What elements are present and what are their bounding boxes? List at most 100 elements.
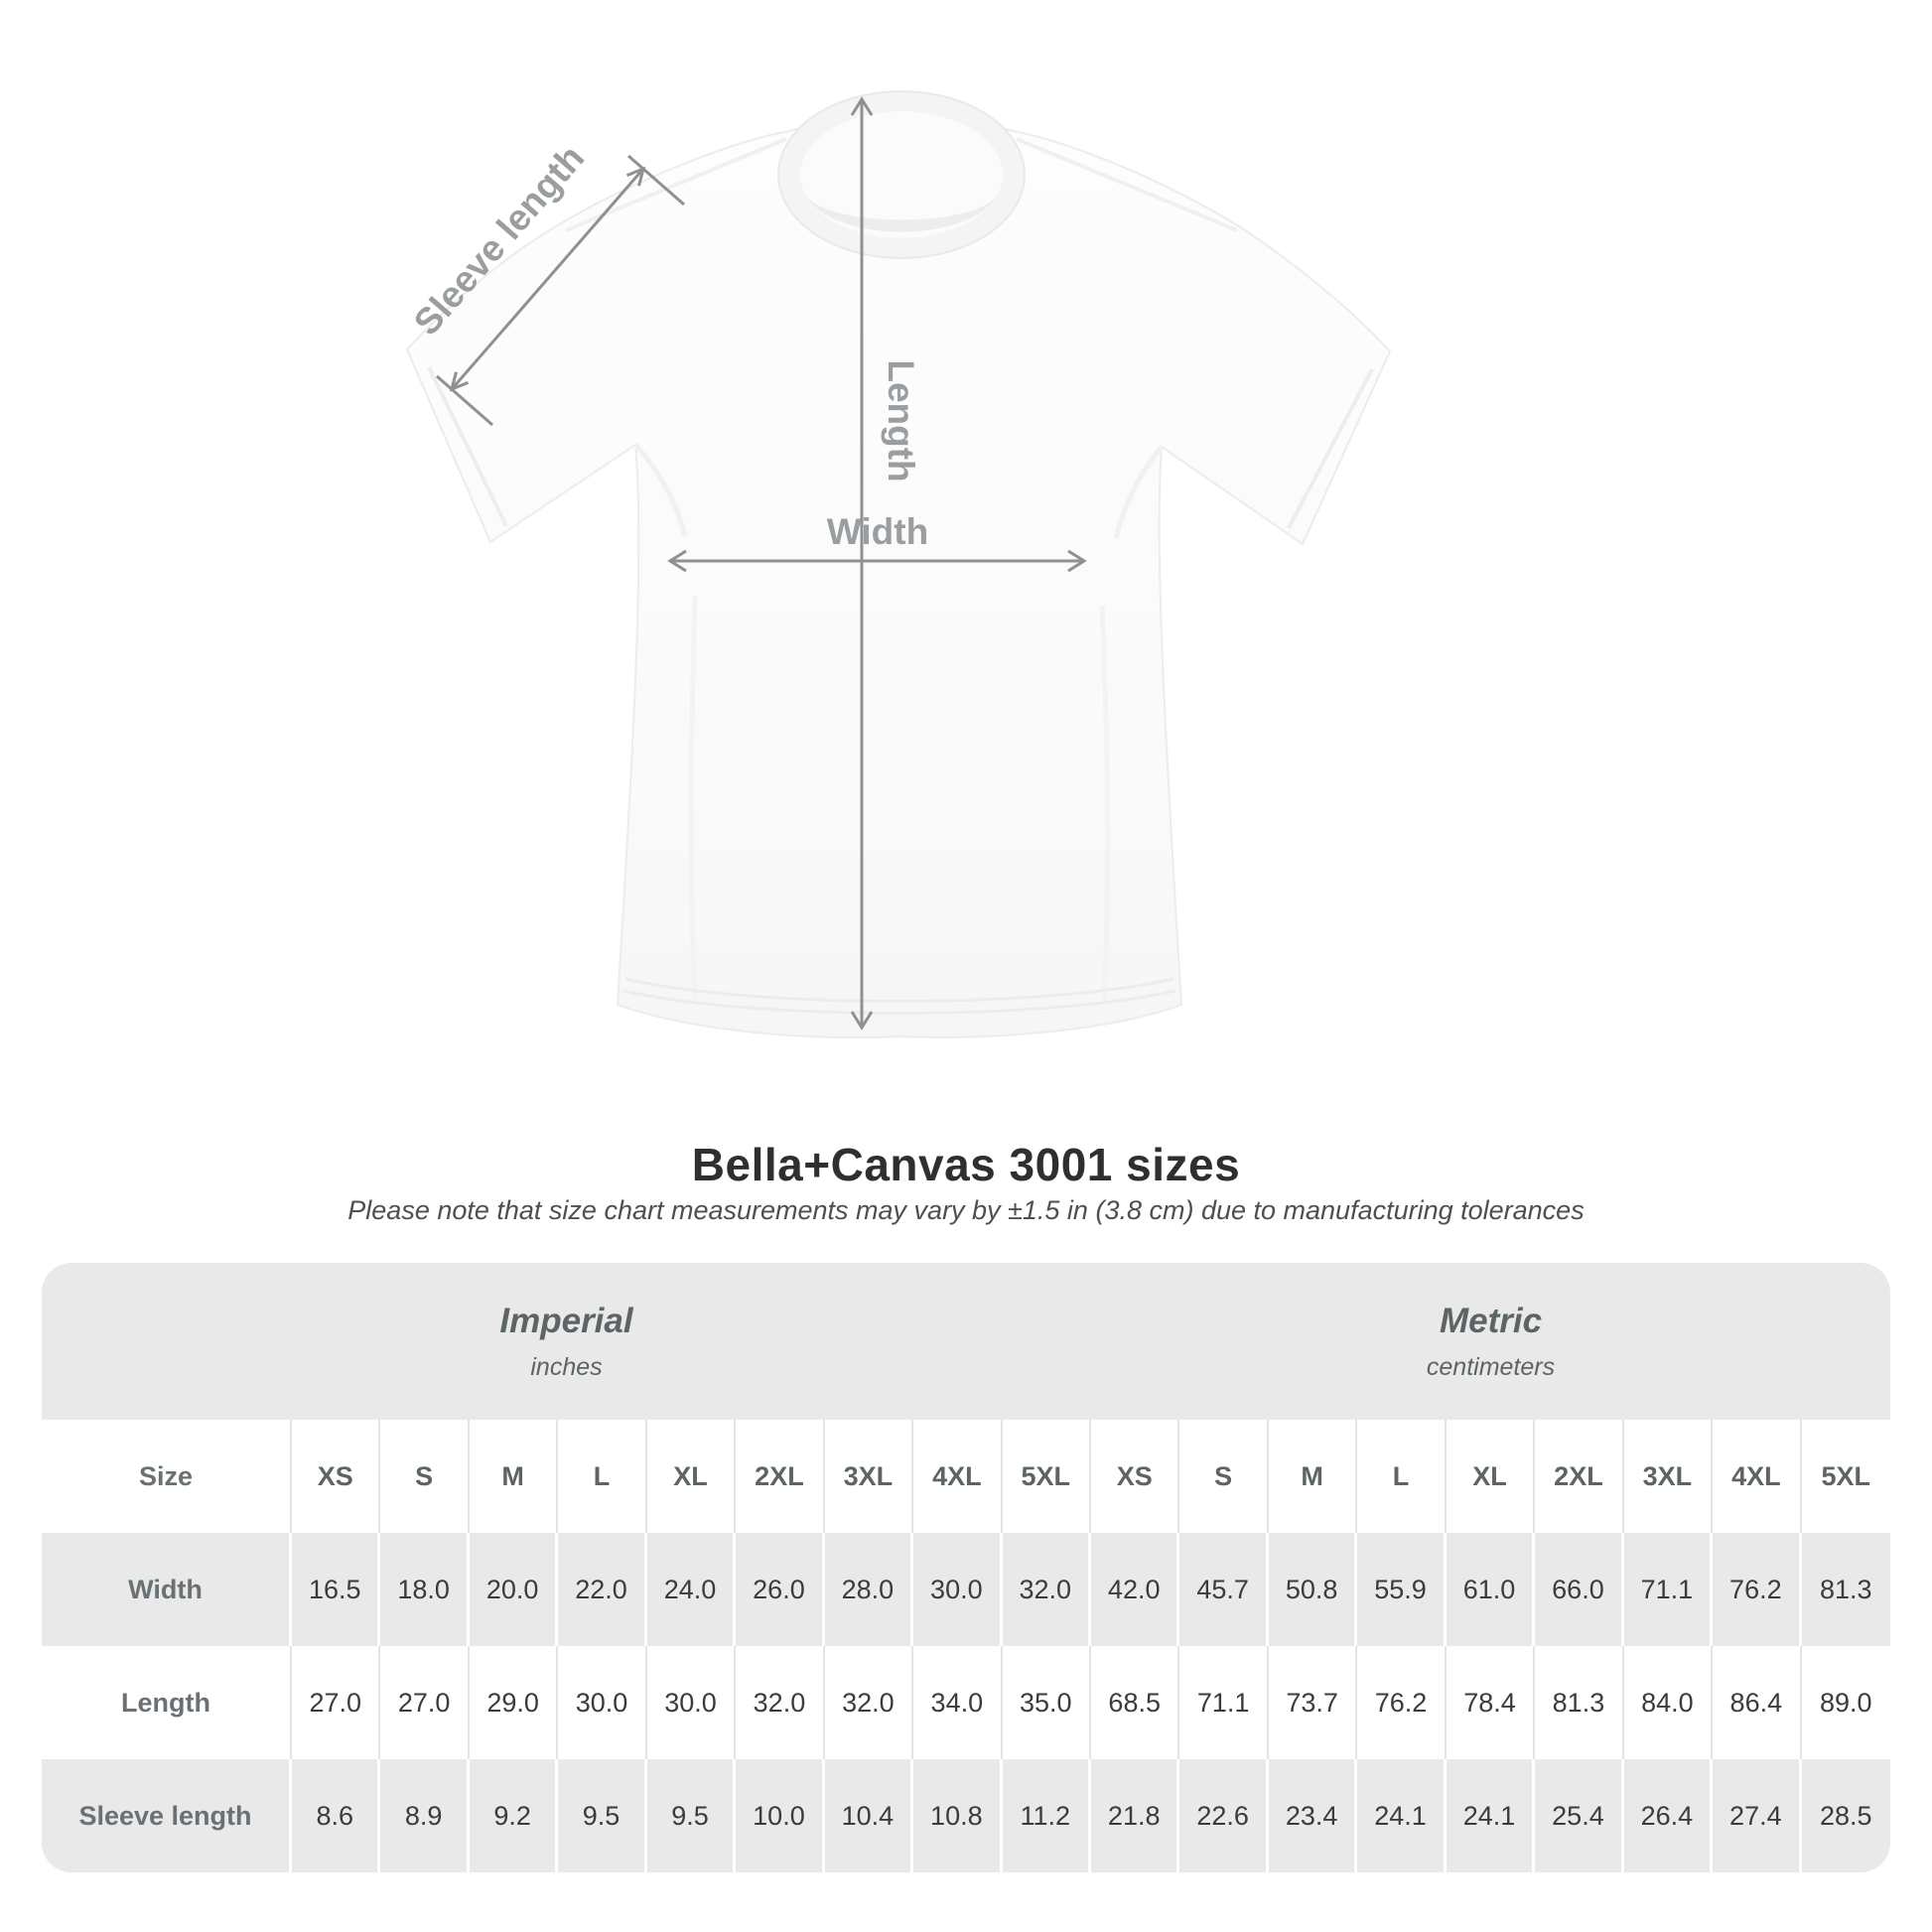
value-cell: 71.1	[1624, 1533, 1714, 1646]
size-column-header: 2XL	[736, 1420, 825, 1533]
width-label: Width	[827, 511, 928, 552]
value-cell: 84.0	[1624, 1646, 1714, 1759]
value-cell: 27.4	[1713, 1759, 1802, 1872]
value-cell: 32.0	[736, 1646, 825, 1759]
table-row: Length 27.0 27.0 29.0 30.0 30.0 32.0 32.0 34.0 35…	[42, 1646, 1890, 1759]
value-cell: 50.8	[1269, 1533, 1358, 1646]
value-cell: 24.1	[1357, 1759, 1447, 1872]
value-cell: 86.4	[1713, 1646, 1802, 1759]
value-cell: 27.0	[292, 1646, 381, 1759]
value-cell: 89.0	[1819, 1687, 1872, 1718]
size-column-header: 3XL	[1624, 1420, 1714, 1533]
size-column-header: XS	[292, 1420, 381, 1533]
value-cell: 10.4	[825, 1759, 914, 1872]
width-arrow	[667, 549, 1087, 573]
size-column-header: L	[1357, 1420, 1447, 1533]
size-column-header: XS	[1091, 1420, 1180, 1533]
size-column-header: 2XL	[1535, 1420, 1624, 1533]
tshirt-image	[405, 90, 1392, 1038]
value-cell: 18.0	[380, 1533, 470, 1646]
measurement-arrows	[436, 96, 1087, 1031]
page-title: Bella+Canvas 3001 sizes	[691, 1139, 1241, 1190]
value-cell: 32.0	[825, 1646, 914, 1759]
value-cell: 78.4	[1447, 1646, 1536, 1759]
value-cell: 11.2	[1003, 1759, 1091, 1872]
metric-header: Metric centimeters	[1091, 1263, 1890, 1420]
value-cell: 25.4	[1535, 1759, 1624, 1872]
value-cell: 9.5	[647, 1759, 737, 1872]
value-cell: 23.4	[1269, 1759, 1358, 1872]
value-cell: 24.1	[1447, 1759, 1536, 1872]
imperial-label: Imperial	[499, 1301, 633, 1340]
value-cell: 76.2	[1357, 1646, 1447, 1759]
metric-label: Metric	[1439, 1301, 1543, 1340]
value-cell: 24.0	[647, 1533, 737, 1646]
size-column-header: XL	[1447, 1420, 1536, 1533]
row-label: Sleeve length	[42, 1759, 292, 1872]
value-cell: 27.0	[380, 1646, 470, 1759]
value-cell: 30.0	[913, 1533, 1003, 1646]
size-column-header: 5XL	[1003, 1420, 1091, 1533]
size-column-header: S	[1179, 1420, 1269, 1533]
value-cell: 22.0	[558, 1533, 647, 1646]
size-column-header: M	[470, 1420, 559, 1533]
value-cell: 10.0	[736, 1759, 825, 1872]
value-cell: 16.5	[292, 1533, 381, 1646]
size-column-header: 4XL	[1713, 1420, 1802, 1533]
size-column-header: 4XL	[913, 1420, 1003, 1533]
value-cell: 42.0	[1091, 1533, 1180, 1646]
size-column-header: M	[1269, 1420, 1358, 1533]
value-cell: 26.4	[1624, 1759, 1714, 1872]
row-label: Size	[42, 1420, 292, 1533]
value-cell: 29.0	[470, 1646, 559, 1759]
size-column-header: 3XL	[825, 1420, 914, 1533]
value-cell: 68.5	[1091, 1646, 1180, 1759]
value-cell: 61.0	[1447, 1533, 1536, 1646]
tshirt-diagram: Sleeve length Length Width	[405, 90, 1392, 1038]
value-cell: 28.0	[825, 1533, 914, 1646]
value-cell: 28.5	[1819, 1800, 1872, 1831]
table-row: Sleeve length 8.6 8.9 9.2 9.5 9.5 10.0 10.4 10.8…	[42, 1759, 1890, 1872]
value-cell: 35.0	[1003, 1646, 1091, 1759]
value-cell: 26.0	[736, 1533, 825, 1646]
value-cell: 45.7	[1179, 1533, 1269, 1646]
size-column-header: L	[558, 1420, 647, 1533]
imperial-unit: inches	[530, 1352, 603, 1381]
value-cell: 20.0	[470, 1533, 559, 1646]
row-label: Width	[42, 1533, 292, 1646]
value-cell: 30.0	[647, 1646, 737, 1759]
table-row: Width 16.5 18.0 20.0 22.0 24.0 26.0 28.0 30.0 32.…	[42, 1533, 1890, 1646]
tshirt-measurement-figure: Sleeve length Length Width	[405, 90, 1392, 1038]
length-arrow	[850, 96, 874, 1031]
sleeve-length-arrow	[436, 154, 685, 427]
length-label: Length	[881, 359, 921, 482]
metric-unit: centimeters	[1426, 1352, 1556, 1381]
value-cell: 8.9	[380, 1759, 470, 1872]
size-column-header: XL	[647, 1420, 737, 1533]
value-cell: 66.0	[1535, 1533, 1624, 1646]
size-column-header: 5XL	[1821, 1460, 1871, 1491]
value-cell: 22.6	[1179, 1759, 1269, 1872]
value-cell: 73.7	[1269, 1646, 1358, 1759]
value-cell: 30.0	[558, 1646, 647, 1759]
value-cell: 10.8	[913, 1759, 1003, 1872]
value-cell: 55.9	[1357, 1533, 1447, 1646]
size-table: Imperial inches Metric centimeters Size X…	[42, 1263, 1890, 1872]
value-cell: 32.0	[1003, 1533, 1091, 1646]
page-subtitle: Please note that size chart measurements…	[347, 1195, 1585, 1225]
value-cell: 76.2	[1713, 1533, 1802, 1646]
value-cell: 71.1	[1179, 1646, 1269, 1759]
value-cell: 21.8	[1091, 1759, 1180, 1872]
size-column-header: S	[380, 1420, 470, 1533]
value-cell: 8.6	[292, 1759, 381, 1872]
value-cell: 34.0	[913, 1646, 1003, 1759]
value-cell: 9.5	[558, 1759, 647, 1872]
row-label: Length	[42, 1646, 292, 1759]
value-cell: 9.2	[470, 1759, 559, 1872]
value-cell: 81.3	[1819, 1574, 1872, 1604]
unit-header-row: Imperial inches Metric centimeters	[42, 1263, 1890, 1420]
value-cell: 81.3	[1535, 1646, 1624, 1759]
imperial-header: Imperial inches	[42, 1263, 1091, 1420]
size-header-row: Size XS S M L XL 2XL 3XL 4XL 5XL XS S M L XL 2XL 3XL 4XL 5…	[42, 1420, 1890, 1533]
